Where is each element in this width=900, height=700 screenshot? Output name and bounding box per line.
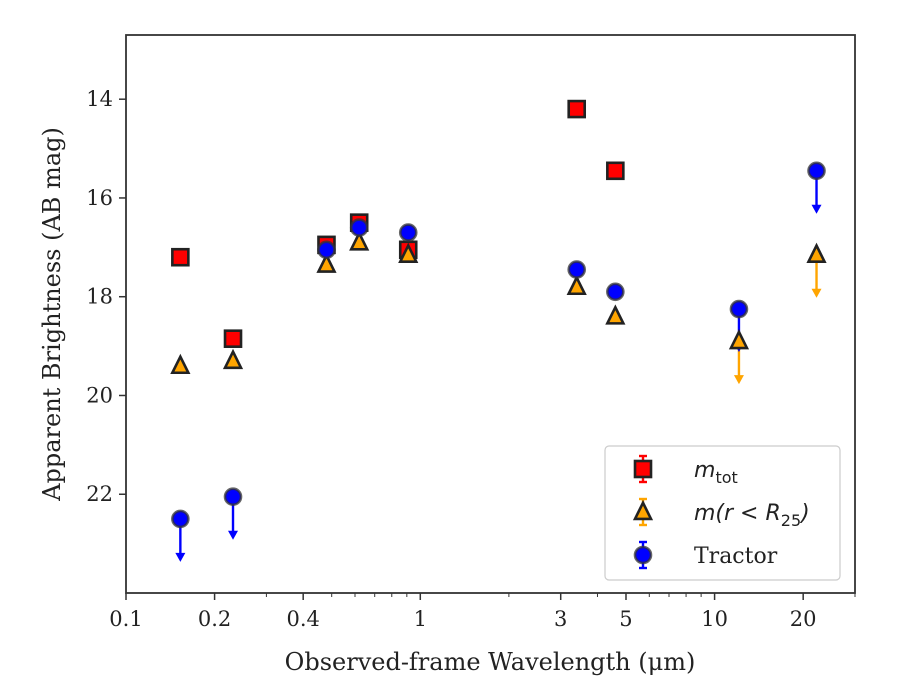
- y-tick-label: 18: [86, 285, 113, 309]
- data-point-circle: [567, 260, 587, 279]
- x-tick-label: 1: [414, 607, 427, 631]
- x-tick-label: 0.2: [198, 607, 231, 631]
- upper-limit-arrow-head: [228, 530, 239, 540]
- y-axis-label: Apparent Brightness (AB mag): [38, 127, 66, 502]
- series-triangle-markers: [170, 230, 827, 375]
- data-point-circle: [349, 218, 369, 237]
- data-point-triangle: [806, 242, 827, 263]
- x-tick-label: 3: [554, 607, 567, 631]
- x-tick-label: 0.1: [109, 607, 142, 631]
- data-point-triangle: [728, 329, 750, 350]
- legend-marker-square: [633, 459, 653, 479]
- data-point-triangle: [222, 348, 244, 370]
- data-point-triangle: [605, 304, 626, 325]
- legend-label: m(r < R25): [694, 501, 810, 530]
- data-point-square: [171, 247, 190, 267]
- data-point-circle: [171, 509, 190, 529]
- axes: 0.1 0.2 0.4 1 3 5 10 20 14 16 18 20 22: [86, 87, 856, 631]
- data-point-triangle: [316, 252, 337, 273]
- data-point-triangle: [170, 353, 191, 375]
- data-point-circle: [223, 487, 243, 507]
- x-tick-label: 20: [790, 607, 817, 631]
- data-point-triangle: [349, 230, 370, 251]
- legend: mtot m(r < R25) Tractor: [604, 445, 841, 581]
- x-axis-label: Observed-frame Wavelength (μm): [285, 648, 696, 676]
- upper-limit-arrow-head: [811, 204, 822, 214]
- x-tick-label: 0.4: [286, 607, 319, 631]
- legend-marker-triangle: [632, 499, 654, 521]
- y-tick-label: 22: [86, 482, 113, 506]
- series-circle-markers: [171, 161, 826, 529]
- upper-limit-arrow-head: [733, 375, 744, 385]
- plot-marks: [170, 99, 827, 562]
- upper-limit-arrow-head: [175, 552, 186, 562]
- x-tick-label: 10: [701, 607, 728, 631]
- legend-box: [604, 445, 841, 581]
- y-tick-label: 16: [86, 186, 113, 210]
- data-point-circle: [729, 299, 749, 319]
- data-point-square: [223, 329, 243, 348]
- y-tick-label: 20: [86, 383, 113, 407]
- data-point-circle: [317, 240, 336, 260]
- plot-frame: [125, 34, 856, 594]
- data-point-square: [606, 161, 625, 181]
- y-tick-label: 14: [86, 87, 113, 111]
- legend-marker-circle: [633, 545, 653, 565]
- legend-label: mtot: [694, 458, 738, 487]
- x-tick-label: 5: [619, 607, 632, 631]
- data-point-square: [567, 99, 587, 119]
- legend-label: Tractor: [694, 544, 778, 569]
- data-point-circle: [606, 282, 625, 302]
- data-point-triangle: [398, 242, 419, 263]
- upper-limit-arrow-head: [811, 288, 822, 298]
- data-point-circle: [807, 161, 826, 181]
- data-point-circle: [398, 223, 418, 242]
- data-point-triangle: [566, 274, 587, 296]
